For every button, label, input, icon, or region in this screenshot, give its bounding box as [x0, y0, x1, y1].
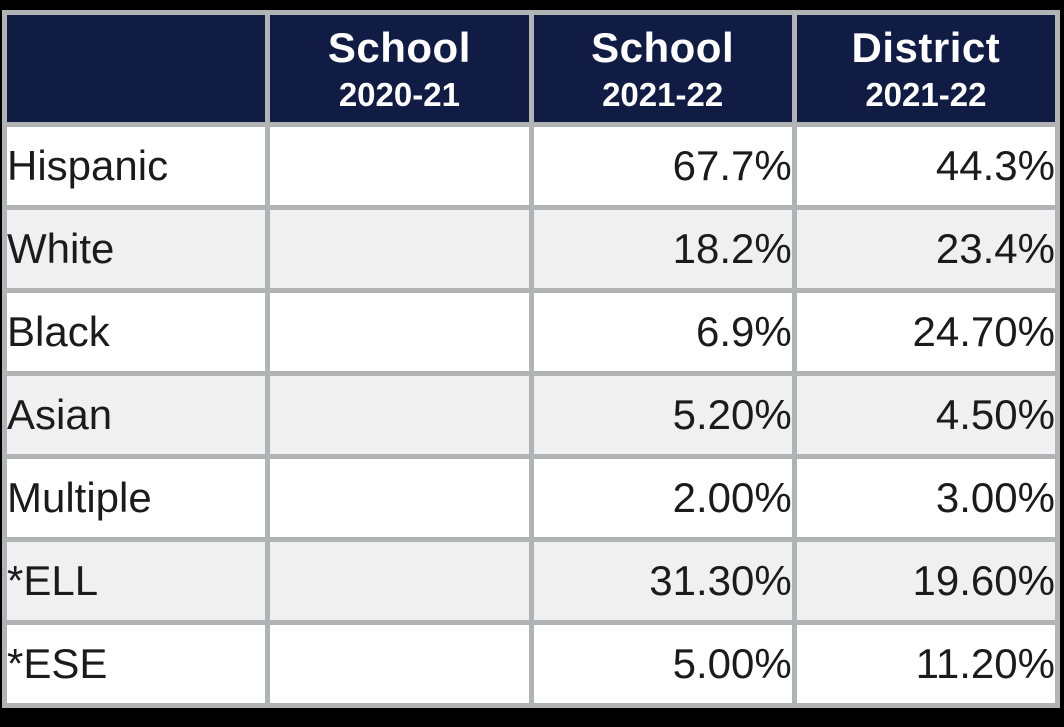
table-row-white: White 18.2% 23.4%	[1, 205, 1061, 293]
column-header-label: School	[591, 23, 735, 71]
cell-school-2020-21	[265, 122, 534, 210]
cell-district-2021-22: 4.50%	[791, 371, 1061, 459]
cell-district-2021-22: 44.3%	[791, 122, 1061, 210]
cell-school-2021-22: 2.00%	[528, 454, 797, 542]
row-label: Black	[1, 288, 271, 376]
table-row-ell: *ELL 31.30% 19.60%	[1, 537, 1061, 625]
column-header-label: District	[851, 23, 1001, 71]
header-cell-empty	[1, 10, 271, 127]
column-header-sublabel: 2021-22	[865, 76, 987, 113]
cell-school-2020-21	[265, 620, 534, 708]
cell-school-2020-21	[265, 371, 534, 459]
row-label: Asian	[1, 371, 271, 459]
cell-school-2021-22: 18.2%	[528, 205, 797, 293]
table-row-asian: Asian 5.20% 4.50%	[1, 371, 1061, 459]
cell-school-2020-21	[265, 537, 534, 625]
demographics-table: School 2020-21 School 2021-22 District 2…	[1, 10, 1061, 708]
row-label: *ESE	[1, 620, 271, 708]
table-row-multiple: Multiple 2.00% 3.00%	[1, 454, 1061, 542]
cell-school-2021-22: 67.7%	[528, 122, 797, 210]
cell-district-2021-22: 11.20%	[791, 620, 1061, 708]
column-header-sublabel: 2021-22	[602, 76, 724, 113]
header-cell-district-2021-22: District 2021-22	[791, 10, 1061, 127]
row-label: *ELL	[1, 537, 271, 625]
cell-school-2021-22: 6.9%	[528, 288, 797, 376]
cell-school-2020-21	[265, 288, 534, 376]
row-label: Hispanic	[1, 122, 271, 210]
cell-district-2021-22: 23.4%	[791, 205, 1061, 293]
table-row-black: Black 6.9% 24.70%	[1, 288, 1061, 376]
header-row: School 2020-21 School 2021-22 District 2…	[1, 10, 1061, 127]
cell-district-2021-22: 24.70%	[791, 288, 1061, 376]
cell-school-2020-21	[265, 205, 534, 293]
row-label: Multiple	[1, 454, 271, 542]
table-row-hispanic: Hispanic 67.7% 44.3%	[1, 122, 1061, 210]
cell-district-2021-22: 3.00%	[791, 454, 1061, 542]
column-header-label: School	[327, 23, 471, 71]
row-label: White	[1, 205, 271, 293]
cell-school-2021-22: 5.00%	[528, 620, 797, 708]
cell-district-2021-22: 19.60%	[791, 537, 1061, 625]
cell-school-2020-21	[265, 454, 534, 542]
header-cell-school-2021-22: School 2021-22	[528, 10, 797, 127]
cell-school-2021-22: 31.30%	[528, 537, 797, 625]
header-cell-school-2020-21: School 2020-21	[265, 10, 534, 127]
table-row-ese: *ESE 5.00% 11.20%	[1, 620, 1061, 708]
column-header-sublabel: 2020-21	[338, 76, 460, 113]
cell-school-2021-22: 5.20%	[528, 371, 797, 459]
